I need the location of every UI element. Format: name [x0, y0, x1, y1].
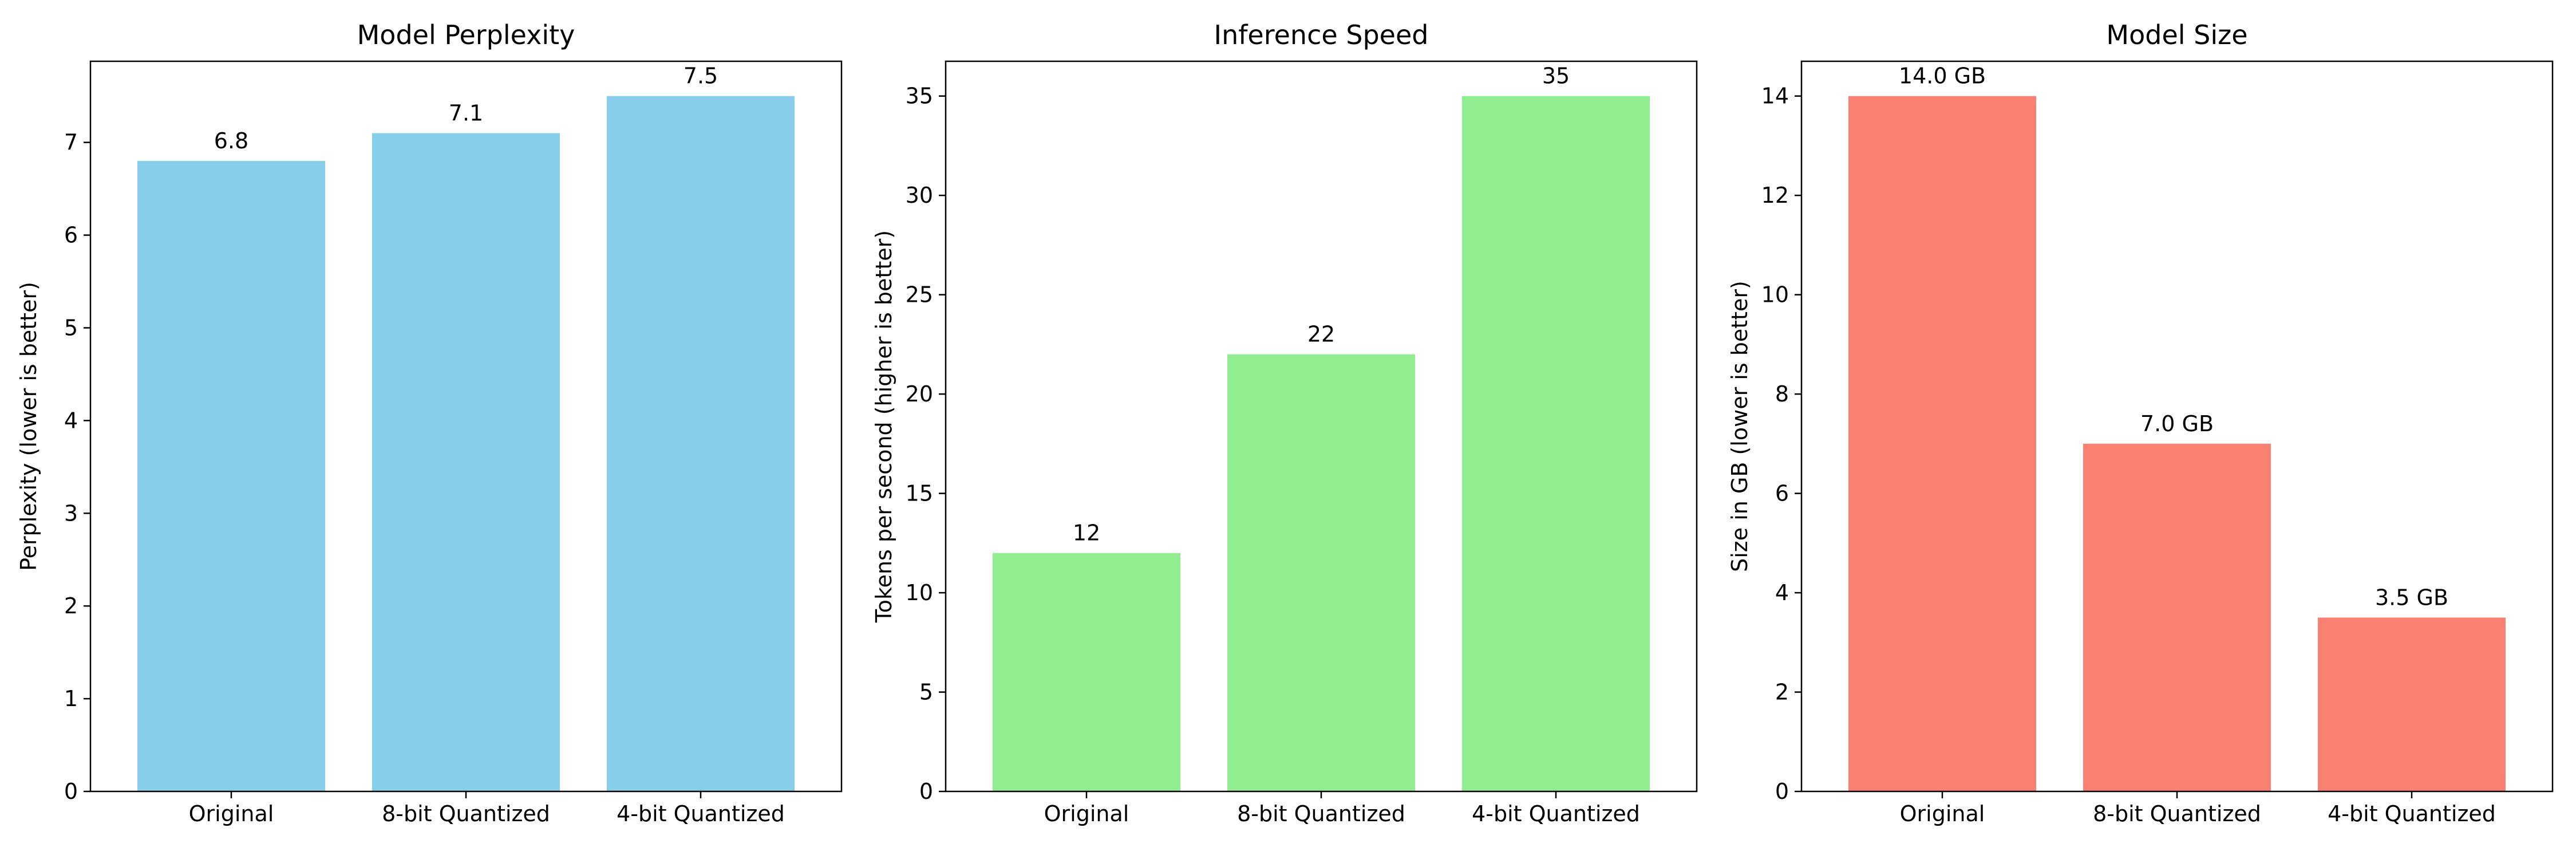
- chart-title: Model Size: [2106, 19, 2247, 50]
- bar-2: [2318, 617, 2506, 791]
- bar-value-label: 22: [1307, 322, 1335, 347]
- y-tick-label: 6: [1775, 481, 1789, 506]
- chart-title: Inference Speed: [1214, 19, 1429, 50]
- bar-1: [2083, 443, 2271, 791]
- y-tick-label: 30: [906, 183, 933, 208]
- y-tick-label: 0: [64, 779, 78, 804]
- y-tick-label: 0: [1775, 779, 1789, 804]
- bar-value-label: 7.1: [449, 100, 483, 125]
- bar-value-label: 35: [1542, 64, 1570, 89]
- x-tick-label: 4-bit Quantized: [1472, 801, 1640, 826]
- y-axis-label: Perplexity (lower is better): [16, 282, 41, 571]
- bar-value-label: 14.0 GB: [1899, 64, 1986, 89]
- y-axis-label: Size in GB (lower is better): [1727, 281, 1752, 572]
- y-tick-label: 12: [1761, 183, 1789, 208]
- y-tick-label: 2: [64, 593, 78, 618]
- bar-2: [1462, 96, 1650, 792]
- y-tick-label: 4: [1775, 580, 1789, 605]
- y-tick-label: 0: [919, 779, 933, 804]
- bar-0: [993, 553, 1180, 791]
- x-tick-label: Original: [1900, 801, 1985, 826]
- bar-0: [1848, 96, 2036, 792]
- x-tick-label: 8-bit Quantized: [2093, 801, 2261, 826]
- y-tick-label: 14: [1761, 84, 1789, 109]
- y-tick-label: 8: [1775, 381, 1789, 407]
- y-tick-label: 1: [64, 686, 78, 711]
- y-tick-label: 7: [64, 130, 78, 155]
- y-tick-label: 10: [1761, 282, 1789, 308]
- chart-title: Model Perplexity: [357, 19, 575, 50]
- x-tick-label: 4-bit Quantized: [2328, 801, 2496, 826]
- y-tick-label: 4: [64, 408, 78, 433]
- y-tick-label: 5: [919, 680, 933, 705]
- bar-value-label: 6.8: [214, 128, 248, 153]
- bar-0: [137, 161, 325, 791]
- y-tick-label: 3: [64, 501, 78, 526]
- y-tick-label: 6: [64, 223, 78, 248]
- y-tick-label: 10: [906, 580, 933, 605]
- bar-2: [607, 96, 795, 792]
- panel-model-perplexity: 0 1 2 3 4 5 6 7 Original 8-bit Quantized 4-bit Qua…: [16, 19, 843, 826]
- y-tick-label: 2: [1775, 680, 1789, 705]
- y-tick-label: 15: [906, 481, 933, 506]
- y-tick-label: 20: [906, 381, 933, 407]
- bar-1: [1227, 354, 1415, 791]
- x-tick-label: 4-bit Quantized: [617, 801, 785, 826]
- bar-1: [372, 133, 560, 791]
- y-tick-label: 25: [906, 282, 933, 308]
- bar-value-label: 7.0 GB: [2140, 411, 2214, 436]
- bar-value-label: 12: [1073, 521, 1100, 546]
- y-tick-label: 5: [64, 315, 78, 340]
- panel-inference-speed: 0 5 10 15 20 25 30 35 Original 8-bit Quantized 4-b…: [871, 19, 1698, 826]
- y-axis-label: Tokens per second (higher is better): [871, 230, 896, 623]
- x-tick-label: Original: [189, 801, 274, 826]
- x-tick-label: Original: [1044, 801, 1129, 826]
- x-tick-label: 8-bit Quantized: [1237, 801, 1405, 826]
- panel-model-size: 0 2 4 6 8 10 12 14 Original 8-bit Quantized 4-bit …: [1727, 19, 2554, 826]
- bar-value-label: 3.5 GB: [2375, 585, 2448, 610]
- x-tick-label: 8-bit Quantized: [382, 801, 550, 826]
- y-tick-label: 35: [906, 84, 933, 109]
- bar-value-label: 7.5: [683, 64, 718, 89]
